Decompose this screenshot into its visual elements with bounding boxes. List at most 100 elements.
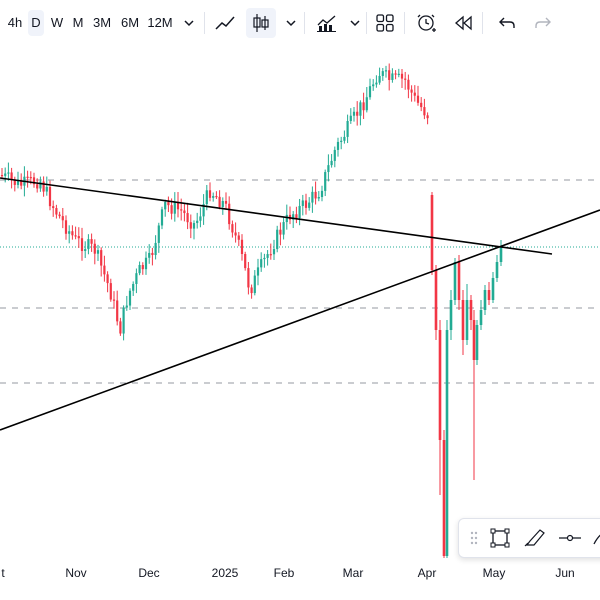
chevron-down-icon xyxy=(184,20,194,27)
indicators-button[interactable] xyxy=(312,8,342,38)
candle-body xyxy=(343,136,346,141)
candle-body xyxy=(183,210,186,214)
candle-body xyxy=(109,283,112,300)
candle-body xyxy=(199,216,202,221)
candle-body xyxy=(52,206,55,209)
candle-body xyxy=(96,250,100,254)
candle-body xyxy=(461,300,465,340)
candle-body xyxy=(282,222,285,235)
candle-body xyxy=(487,290,491,300)
timeframe-12m[interactable]: 12M xyxy=(147,15,173,30)
candle-body xyxy=(256,267,260,276)
ascending-trendline xyxy=(0,209,600,431)
candle-body xyxy=(20,179,23,186)
redo-button[interactable] xyxy=(528,8,558,38)
price-chart[interactable] xyxy=(0,44,600,558)
layout-grid-icon xyxy=(376,14,394,32)
candle-body xyxy=(224,201,228,204)
candle-body xyxy=(314,191,317,199)
candle-body xyxy=(125,305,128,308)
drawing-toolbar xyxy=(458,518,600,558)
indicators-icon xyxy=(317,15,336,32)
candle-body xyxy=(244,254,247,269)
candle-body xyxy=(13,179,16,185)
candle-body xyxy=(68,231,71,234)
candle-body xyxy=(4,173,7,176)
line-chart-button[interactable] xyxy=(210,8,240,38)
candle-body xyxy=(218,196,221,207)
brush-button[interactable] xyxy=(521,523,551,553)
layout-button[interactable] xyxy=(370,8,400,38)
candle-body xyxy=(330,160,333,166)
candle-body xyxy=(375,82,378,85)
candle-body xyxy=(141,265,144,270)
candle-body xyxy=(465,300,469,340)
candle-body xyxy=(84,249,87,251)
candle-body xyxy=(356,111,359,116)
drag-handle[interactable] xyxy=(459,523,489,553)
candle-body xyxy=(112,299,116,301)
candle-body xyxy=(119,321,122,334)
candle-body xyxy=(237,235,240,240)
redo-icon xyxy=(535,17,551,28)
candle-body xyxy=(100,250,103,266)
candle-body xyxy=(423,107,426,116)
candle-body xyxy=(240,239,244,255)
time-axis-label: t xyxy=(1,566,5,580)
indicators-dropdown-button[interactable] xyxy=(340,8,370,38)
more-icon xyxy=(593,534,600,545)
candle-body xyxy=(359,102,362,116)
candle-body xyxy=(495,262,499,278)
candle-body xyxy=(469,300,473,320)
candle-body xyxy=(71,231,74,236)
candle-body xyxy=(234,232,237,236)
candle-body xyxy=(400,73,404,79)
candle-body xyxy=(381,71,384,76)
candle-body xyxy=(106,274,109,284)
candle-body xyxy=(413,92,416,96)
candle-body xyxy=(7,172,10,174)
candle-body xyxy=(346,121,349,137)
candle-body xyxy=(420,102,423,108)
candle-body xyxy=(285,214,288,223)
candle-body xyxy=(499,246,503,262)
drag-handle-icon xyxy=(470,531,478,545)
timeframe-dropdown-button[interactable] xyxy=(174,8,204,38)
candle-body xyxy=(340,140,343,142)
undo-button[interactable] xyxy=(492,8,522,38)
timeframe-4h[interactable]: 4h xyxy=(7,15,23,30)
candlestick-button[interactable] xyxy=(246,8,276,38)
timeframe-w[interactable]: W xyxy=(50,15,64,30)
candle-body xyxy=(453,262,457,300)
candle-body xyxy=(26,176,29,178)
candle-body xyxy=(394,73,397,75)
candle-body xyxy=(128,290,132,306)
candle-body xyxy=(368,86,372,98)
candle-body xyxy=(327,165,330,173)
candle-body xyxy=(135,273,138,284)
timeframe-3m[interactable]: 3M xyxy=(92,15,112,30)
candle-body xyxy=(144,257,148,270)
time-axis-label: Feb xyxy=(273,566,295,580)
more-tools-button[interactable] xyxy=(587,523,600,553)
candle-body xyxy=(64,220,68,234)
candle-body xyxy=(170,205,173,214)
candle-body xyxy=(103,265,106,275)
timeframe-6m[interactable]: 6M xyxy=(120,15,140,30)
chart-type-dropdown-button[interactable] xyxy=(276,8,306,38)
candle-body xyxy=(272,249,276,255)
candle-body xyxy=(93,243,96,254)
candle-body xyxy=(186,213,189,223)
candle-body xyxy=(442,440,446,556)
timeframe-m[interactable]: M xyxy=(72,15,84,30)
alert-button[interactable] xyxy=(412,8,442,38)
select-box-button[interactable] xyxy=(485,523,515,553)
candle-body xyxy=(475,325,479,360)
toolbar-divider xyxy=(482,12,483,34)
candle-body xyxy=(167,201,170,206)
horizontal-line-button[interactable] xyxy=(555,523,585,553)
replay-button[interactable] xyxy=(448,8,478,38)
candle-body xyxy=(276,229,279,250)
timeframe-d[interactable]: D xyxy=(28,10,44,36)
candle-body xyxy=(445,330,449,556)
